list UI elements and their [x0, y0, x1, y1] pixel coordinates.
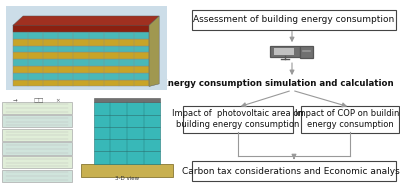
Text: Carbon tax considerations and Economic analysis: Carbon tax considerations and Economic a… — [182, 167, 400, 176]
FancyBboxPatch shape — [94, 151, 160, 164]
FancyBboxPatch shape — [2, 156, 72, 168]
FancyBboxPatch shape — [13, 32, 149, 39]
Text: Energy consumption simulation and calculation: Energy consumption simulation and calcul… — [162, 79, 394, 88]
FancyBboxPatch shape — [94, 102, 160, 115]
FancyBboxPatch shape — [13, 46, 149, 52]
Text: →: → — [13, 98, 18, 103]
FancyBboxPatch shape — [94, 127, 160, 139]
FancyBboxPatch shape — [192, 161, 396, 181]
FancyBboxPatch shape — [94, 139, 160, 151]
FancyBboxPatch shape — [13, 59, 149, 66]
FancyBboxPatch shape — [13, 73, 149, 80]
FancyBboxPatch shape — [301, 106, 399, 133]
FancyBboxPatch shape — [274, 48, 294, 55]
FancyBboxPatch shape — [2, 102, 72, 114]
Text: □□: □□ — [33, 98, 44, 103]
FancyBboxPatch shape — [270, 46, 300, 57]
Text: Impact of COP on building
energy consumption: Impact of COP on building energy consump… — [295, 109, 400, 129]
FancyBboxPatch shape — [94, 115, 160, 127]
FancyBboxPatch shape — [13, 25, 149, 32]
FancyBboxPatch shape — [300, 46, 313, 58]
FancyBboxPatch shape — [94, 98, 160, 102]
FancyBboxPatch shape — [13, 39, 149, 46]
Text: ×: × — [55, 98, 60, 103]
Text: 3-D view: 3-D view — [115, 176, 139, 181]
Text: Impact of  photovoltaic area on
building energy consumption: Impact of photovoltaic area on building … — [172, 109, 304, 129]
Text: Assessment of building energy consumption: Assessment of building energy consumptio… — [193, 15, 395, 24]
FancyBboxPatch shape — [183, 106, 293, 133]
Polygon shape — [149, 16, 159, 86]
FancyBboxPatch shape — [192, 10, 396, 30]
FancyBboxPatch shape — [2, 115, 72, 127]
FancyBboxPatch shape — [13, 66, 149, 73]
FancyBboxPatch shape — [13, 80, 149, 86]
FancyBboxPatch shape — [2, 143, 72, 155]
FancyBboxPatch shape — [6, 6, 168, 90]
FancyBboxPatch shape — [2, 170, 72, 182]
Polygon shape — [13, 16, 159, 25]
FancyBboxPatch shape — [81, 164, 173, 177]
FancyBboxPatch shape — [2, 129, 72, 141]
FancyBboxPatch shape — [13, 52, 149, 59]
